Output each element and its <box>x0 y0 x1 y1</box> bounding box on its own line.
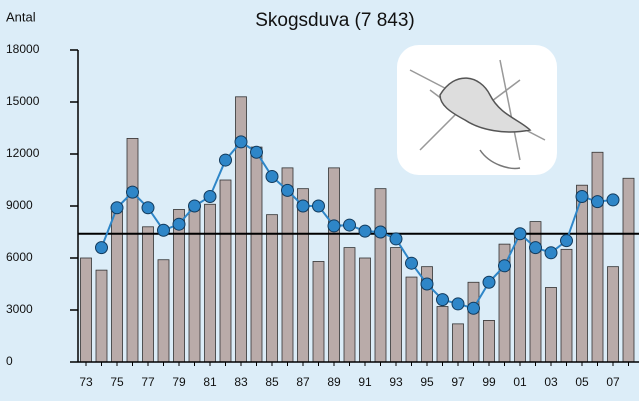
line-marker <box>513 227 527 241</box>
x-tick-label: 87 <box>296 375 310 389</box>
bar <box>266 214 278 363</box>
y-tick-label: 6000 <box>6 250 33 264</box>
x-tick-label: 89 <box>327 375 341 389</box>
x-tick-label: 05 <box>575 375 589 389</box>
line-marker <box>296 199 310 213</box>
bar <box>591 151 604 363</box>
bar <box>157 259 170 363</box>
bar <box>328 167 340 363</box>
chart-title: Skogsduva (7 843) <box>255 10 415 31</box>
y-tick-label: 0 <box>6 354 13 368</box>
line-marker <box>529 241 542 255</box>
x-tick-label: 03 <box>544 375 558 389</box>
bar <box>359 257 371 363</box>
y-tick-label: 9000 <box>6 198 33 212</box>
y-tick-label: 15000 <box>6 94 40 108</box>
x-tick-label: 95 <box>420 375 434 389</box>
x-tick-label: 91 <box>358 375 372 389</box>
x-tick-label: 07 <box>606 375 620 389</box>
y-tick-label: 12000 <box>6 146 40 160</box>
line-marker <box>575 189 589 203</box>
x-tick-label: 99 <box>482 375 496 389</box>
bar <box>142 226 154 363</box>
line-marker <box>560 234 573 248</box>
bar <box>576 184 588 363</box>
bar <box>343 247 356 363</box>
bar <box>436 306 449 363</box>
y-axis-label: Antal <box>6 9 36 24</box>
x-tick-label: 73 <box>79 375 93 389</box>
bar <box>467 281 480 363</box>
line-marker <box>405 256 418 270</box>
line-marker <box>374 225 387 239</box>
bar <box>281 167 294 363</box>
line-marker <box>312 199 325 213</box>
line-marker <box>327 219 341 233</box>
line-marker <box>436 293 449 307</box>
y-tick-label: 3000 <box>6 302 33 316</box>
bar <box>219 179 232 363</box>
line-marker <box>250 145 263 159</box>
line-marker <box>358 224 372 238</box>
line-marker <box>451 297 465 311</box>
bar <box>95 269 108 363</box>
line-marker <box>281 183 294 197</box>
line-marker <box>110 201 124 215</box>
line-marker <box>265 170 279 184</box>
bar <box>607 266 619 363</box>
moving-average-line <box>100 140 614 310</box>
line-marker <box>219 153 232 167</box>
bar <box>622 177 635 363</box>
line-marker <box>203 189 217 203</box>
bar <box>560 248 573 363</box>
line-marker <box>591 195 604 209</box>
bar <box>204 203 216 363</box>
line-marker <box>498 259 511 273</box>
line-marker <box>467 301 480 315</box>
bar <box>374 188 387 363</box>
bar <box>173 209 185 363</box>
line-marker <box>544 246 558 260</box>
line-marker <box>389 232 403 246</box>
bar <box>390 247 402 363</box>
bar <box>188 205 201 363</box>
bar <box>80 257 92 363</box>
x-tick-label: 85 <box>265 375 279 389</box>
x-tick-label: 93 <box>389 375 403 389</box>
bar <box>312 261 325 363</box>
bar <box>483 319 495 363</box>
line-marker <box>141 201 155 215</box>
line-marker <box>343 218 356 232</box>
line-marker <box>606 193 620 207</box>
bird-image <box>397 45 557 175</box>
line-marker <box>188 199 201 213</box>
x-tick-label: 81 <box>203 375 217 389</box>
y-tick-label: 18000 <box>6 42 40 56</box>
line-marker <box>172 217 186 231</box>
line-marker <box>126 185 139 199</box>
line-marker <box>482 275 496 289</box>
bar <box>514 236 526 363</box>
bar <box>452 323 464 363</box>
x-tick-label: 79 <box>172 375 186 389</box>
x-tick-label: 01 <box>513 375 527 389</box>
x-tick-label: 97 <box>451 375 465 389</box>
bar <box>126 137 139 363</box>
bar <box>250 146 263 363</box>
x-tick-label: 77 <box>141 375 155 389</box>
bar <box>545 287 557 363</box>
x-tick-label: 75 <box>110 375 124 389</box>
x-tick-label: 83 <box>234 375 248 389</box>
line-marker <box>95 241 108 255</box>
line-marker <box>420 277 434 291</box>
bar <box>405 276 418 363</box>
line-marker <box>234 135 248 149</box>
bar <box>297 188 309 363</box>
line-marker <box>157 223 170 237</box>
